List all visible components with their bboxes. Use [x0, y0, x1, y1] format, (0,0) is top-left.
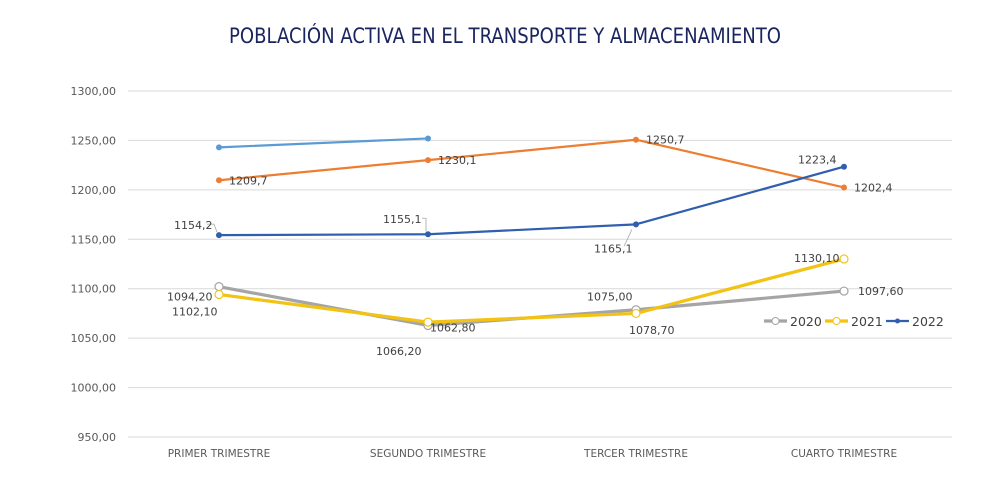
x-axis-ticks: PRIMER TRIMESTRE SEGUNDO TRIMESTRE TERCER …	[168, 448, 897, 460]
data-point	[631, 308, 641, 319]
leader-line	[623, 229, 633, 247]
legend-entry-label: 2020	[790, 314, 822, 329]
data-label: 1102,10	[172, 306, 218, 319]
data-label: 1062,80	[430, 321, 476, 334]
y-tick-label: 1300,00	[71, 85, 117, 98]
y-axis-ticks: 950,00 1000,00 1050,00 1100,00 1150,00 1200,0…	[71, 85, 117, 444]
y-tick-label: 1100,00	[71, 283, 117, 296]
y-tick-label: 1150,00	[71, 233, 117, 246]
data-point	[841, 163, 847, 170]
data-point	[216, 232, 222, 239]
legend-entry-label: 2021	[851, 314, 883, 329]
series-line-unlabeled-1	[217, 138, 846, 189]
series-lines	[217, 137, 846, 328]
data-label: 1097,60	[858, 285, 904, 298]
data-point	[839, 286, 849, 296]
data-point	[633, 136, 639, 143]
data-label: 1223,4	[798, 154, 837, 167]
data-label: 1155,1	[383, 213, 422, 226]
leader-line	[422, 217, 427, 232]
data-label: 1202,4	[854, 181, 893, 194]
data-label: 1209,7	[229, 174, 268, 187]
legend-entry-label: 2022	[912, 314, 944, 329]
data-point	[423, 317, 433, 327]
x-tick-label: PRIMER TRIMESTRE	[168, 448, 271, 460]
x-tick-label: TERCER TRIMESTRE	[583, 448, 688, 460]
data-point	[214, 282, 224, 292]
series-line-2022	[217, 165, 846, 237]
x-tick-label: CUARTO TRIMESTRE	[791, 448, 897, 460]
legend-marker	[771, 317, 780, 325]
y-tick-label: 1200,00	[71, 184, 117, 197]
data-point	[425, 231, 431, 238]
chart-title: POBLACIÓN ACTIVA EN EL TRANSPORTE Y ALMA…	[228, 24, 782, 48]
data-label: 1078,70	[629, 324, 675, 337]
y-tick-label: 1050,00	[71, 332, 117, 345]
legend-marker	[895, 318, 900, 324]
data-label: 1154,2	[174, 219, 213, 232]
data-label: 1165,1	[594, 242, 633, 255]
data-point	[425, 157, 431, 164]
series-line-2021	[217, 257, 846, 324]
data-label: 1094,20	[167, 290, 213, 303]
data-label: 1066,20	[376, 345, 422, 358]
data-point	[633, 221, 639, 228]
y-tick-label: 1000,00	[71, 382, 117, 395]
legend-marker	[832, 317, 841, 325]
data-label: 1130,10	[794, 252, 840, 265]
legend: 2020 2021 2022	[764, 314, 944, 329]
gridlines	[128, 90, 952, 438]
data-label: 1250,7	[646, 134, 685, 147]
y-tick-label: 1250,00	[71, 134, 117, 147]
data-point	[425, 135, 431, 142]
x-tick-label: SEGUNDO TRIMESTRE	[370, 448, 486, 460]
y-tick-label: 950,00	[78, 431, 117, 444]
data-point	[216, 177, 222, 184]
leader-line	[207, 223, 218, 233]
data-label: 1075,00	[587, 290, 633, 303]
series-markers	[214, 135, 849, 331]
data-point	[839, 254, 849, 264]
data-point	[216, 144, 222, 151]
data-point	[841, 184, 847, 191]
series-line-unlabeled-0	[217, 137, 430, 149]
data-labels: 1209,7 1230,1 1250,7 1202,4 1102,10 1062,80 10…	[167, 134, 904, 358]
data-label: 1230,1	[438, 154, 477, 167]
data-point	[214, 289, 224, 300]
